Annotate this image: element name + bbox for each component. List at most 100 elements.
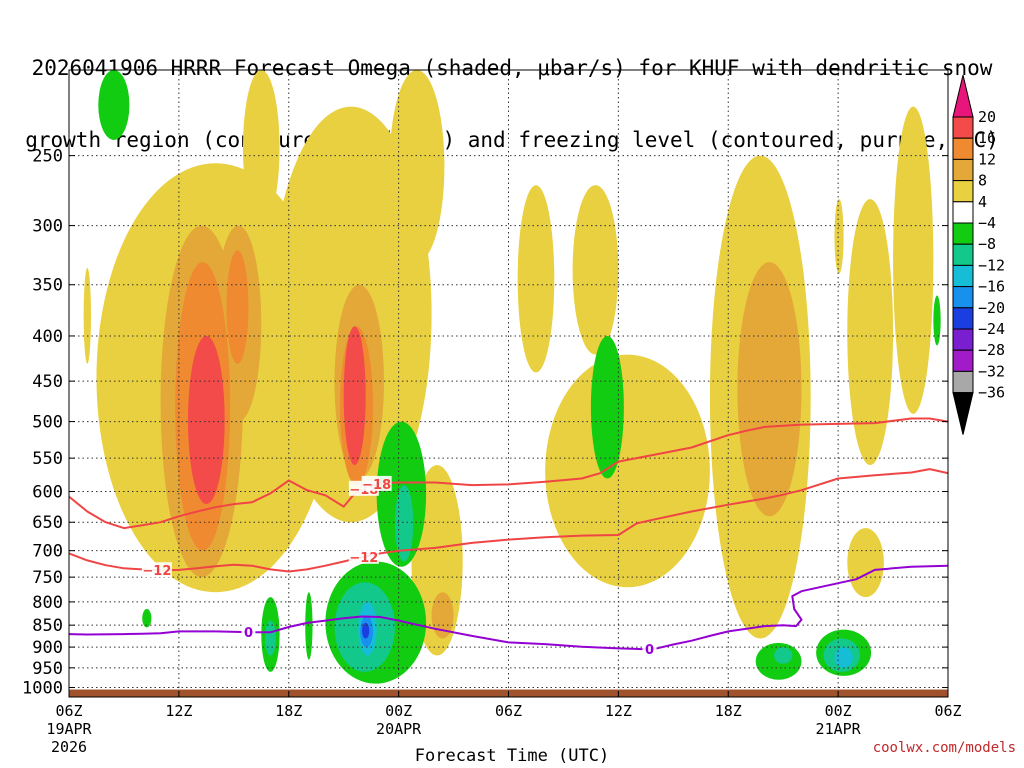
- site-credit: coolwx.com/models: [872, 740, 1016, 756]
- colorbar-bin-5: [952, 222, 974, 245]
- y-tick-label-750: 750: [32, 568, 63, 588]
- contour-label-bg-dgz_minus12-1: [348, 548, 379, 564]
- x-tick-label-48: 06Z: [934, 702, 961, 720]
- y-tick-label-650: 650: [32, 513, 63, 533]
- y-tick-label-1000: 1000: [22, 679, 63, 699]
- omega-shading-layer: [69, 70, 948, 697]
- contour-label-dgz_minus18-1: −18: [362, 478, 391, 493]
- colorbar-label-4: 4: [978, 193, 987, 211]
- colorbar-label-5: −4: [978, 214, 996, 232]
- y-tick-label-700: 700: [32, 542, 63, 562]
- colorbar-bin-4: [952, 201, 974, 224]
- omega-region-37: [774, 647, 793, 664]
- y-tick-label-350: 350: [32, 276, 63, 296]
- colorbar-bin-11: [952, 349, 974, 372]
- axes: 2503003504004505005506006507007508008509…: [22, 69, 962, 756]
- colorbar-label-13: −36: [978, 384, 1005, 402]
- x-tick-label-0: 06Z: [55, 702, 82, 720]
- colorbar-bin-6: [952, 243, 974, 266]
- omega-region-10: [834, 199, 844, 274]
- y-tick-label-800: 800: [32, 593, 63, 613]
- omega-region-8: [572, 185, 619, 355]
- omega-region-22: [188, 335, 225, 505]
- x-tick-label-42: 00Z: [825, 702, 852, 720]
- colorbar-label-1: 16: [978, 129, 996, 147]
- colorbar-label-8: −16: [978, 278, 1005, 296]
- omega-region-2: [242, 70, 280, 226]
- colorbar-bin-10: [952, 328, 974, 351]
- x-tick-label-6: 12Z: [165, 702, 192, 720]
- colorbar-bin-8: [952, 286, 974, 309]
- colorbar-label-7: −12: [978, 256, 1005, 274]
- colorbar-bin-12: [952, 370, 974, 394]
- y-tick-label-250: 250: [32, 147, 63, 167]
- omega-region-24: [98, 70, 130, 140]
- y-tick-label-450: 450: [32, 372, 63, 392]
- x-axis-title: Forecast Time (UTC): [414, 746, 610, 766]
- x-tick-label-24: 06Z: [495, 702, 522, 720]
- contour-label-freezing_level-0: 0: [244, 626, 253, 641]
- omega-region-17: [431, 592, 454, 639]
- contour-label-freezing_level-1: 0: [645, 643, 654, 658]
- omega-region-20: [226, 250, 249, 364]
- x-tick-date-42: 21APR: [816, 720, 862, 738]
- x-tick-date-18: 20APR: [376, 720, 422, 738]
- omega-region-23: [343, 326, 366, 466]
- omega-region-40: [834, 647, 853, 668]
- colorbar-bin-2: [952, 158, 974, 182]
- x-tick-year-0: 2026: [51, 738, 87, 756]
- omega-region-30: [590, 335, 624, 479]
- x-tick-label-36: 18Z: [715, 702, 742, 720]
- omega-region-42: [362, 622, 370, 639]
- colorbar-label-2: 12: [978, 150, 996, 168]
- omega-region-0: [83, 267, 91, 364]
- y-tick-label-500: 500: [32, 413, 63, 433]
- omega-region-27: [305, 592, 313, 660]
- contour-label-dgz_minus12-0: −12: [142, 564, 171, 579]
- x-tick-date-0: 19APR: [46, 720, 92, 738]
- x-tick-label-12: 18Z: [275, 702, 302, 720]
- colorbar-label-10: −24: [978, 320, 1005, 338]
- contour-label-bg-dgz_minus18-1: [361, 475, 392, 491]
- colorbar-label-12: −32: [978, 362, 1005, 380]
- x-tick-label-18: 00Z: [385, 702, 412, 720]
- colorbar-bin-0: [952, 116, 974, 139]
- y-tick-label-950: 950: [32, 659, 63, 679]
- colorbar-bin-1: [952, 137, 974, 160]
- colorbar-top-arrow: [952, 74, 974, 118]
- omega-region-25: [142, 609, 152, 628]
- colorbar-label-3: 8: [978, 172, 987, 190]
- contour-freezing_level: [69, 564, 948, 651]
- y-tick-label-850: 850: [32, 616, 63, 636]
- omega-region-12: [847, 199, 894, 466]
- y-tick-label-550: 550: [32, 449, 63, 469]
- contour-label-dgz_minus12-1: −12: [349, 551, 378, 566]
- contour-label-bg-freezing_level-1: [642, 641, 657, 657]
- chart-title: 2026041906 HRRR Forecast Omega (shaded, …: [0, 8, 1024, 176]
- y-tick-label-900: 900: [32, 638, 63, 658]
- title-line-1: 2026041906 HRRR Forecast Omega (shaded, …: [31, 56, 993, 80]
- y-tick-label-400: 400: [32, 327, 63, 347]
- colorbar: 20 16 12 8 4 −4 −8 −12 −16 −20 −24 −28 −32 −36: [952, 74, 1005, 435]
- colorbar-label-9: −20: [978, 299, 1005, 317]
- colorbar-label-6: −8: [978, 235, 996, 253]
- omega-region-18: [737, 262, 802, 517]
- omega-region-33: [933, 295, 941, 346]
- y-tick-label-600: 600: [32, 483, 63, 503]
- contour-label-bg-freezing_level-0: [241, 624, 256, 640]
- colorbar-bin-3: [952, 180, 974, 203]
- x-tick-label-30: 12Z: [605, 702, 632, 720]
- omega-region-34: [264, 620, 276, 656]
- omega-region-4: [389, 70, 445, 263]
- colorbar-bottom-arrow: [952, 392, 974, 435]
- colorbar-label-0: 20: [978, 108, 996, 126]
- omega-region-7: [545, 354, 710, 588]
- colorbar-bin-7: [952, 264, 974, 288]
- y-tick-label-300: 300: [32, 217, 63, 237]
- omega-region-11: [847, 528, 884, 598]
- colorbar-label-11: −28: [978, 341, 1005, 359]
- omega-region-13: [893, 106, 934, 414]
- omega-region-6: [517, 185, 555, 373]
